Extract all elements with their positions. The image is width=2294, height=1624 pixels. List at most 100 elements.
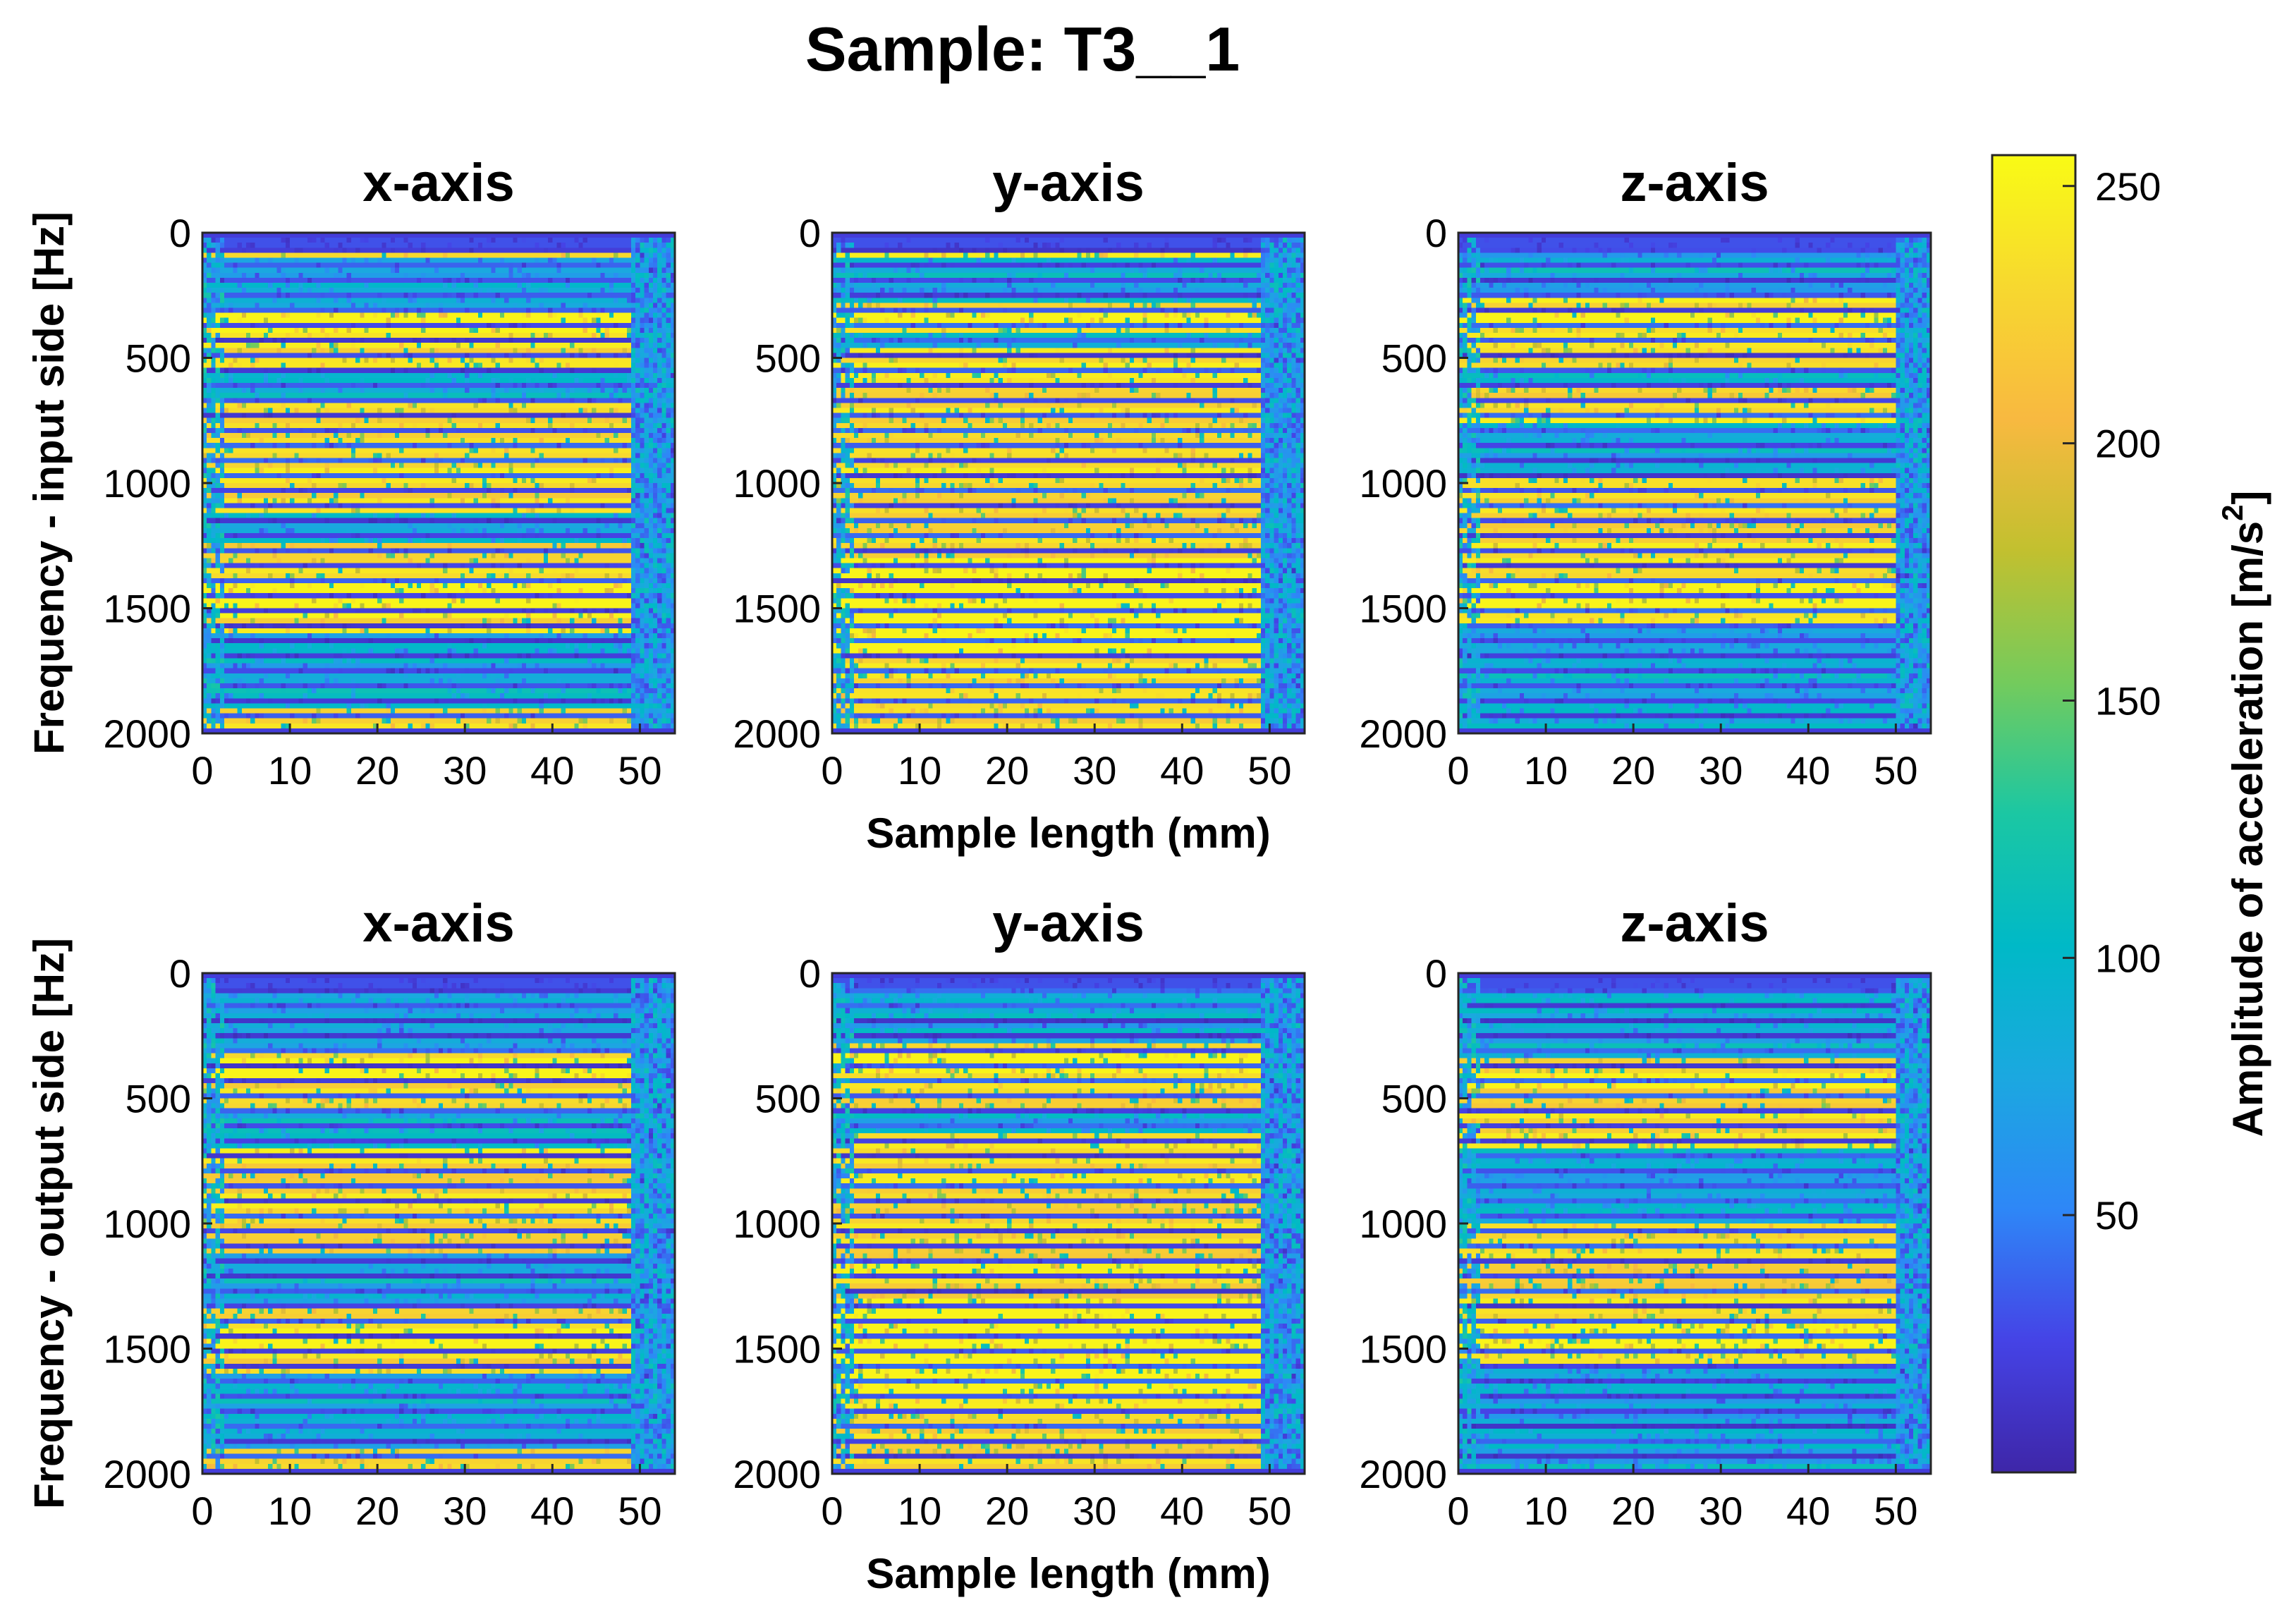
heatmap-image: [1458, 233, 1931, 733]
colorbar-label: Amplitude of acceleration [m/s2]: [2216, 491, 2271, 1137]
y-tick-label: 1500: [1359, 587, 1447, 631]
x-tick-label: 0: [821, 1489, 843, 1533]
x-tick-label: 50: [1247, 748, 1291, 793]
y-tick-label: 1000: [103, 1202, 191, 1246]
y-tick-label: 1500: [733, 587, 821, 631]
x-tick-label: 40: [530, 1489, 574, 1533]
panel-title: z-axis: [1620, 153, 1769, 213]
x-tick-label: 0: [191, 748, 213, 793]
heatmap-image: [832, 233, 1305, 733]
y-tick-label: 2000: [1359, 712, 1447, 756]
x-tick-label: 10: [898, 1489, 941, 1533]
x-tick-label: 30: [443, 1489, 487, 1533]
y-tick-label: 0: [169, 211, 191, 255]
y-tick-label: 500: [126, 336, 191, 381]
heatmap-image: [202, 233, 675, 733]
colorbar-tick-label: 200: [2095, 422, 2161, 466]
y-tick-label: 1500: [103, 1327, 191, 1372]
x-tick-label: 10: [1524, 748, 1568, 793]
x-tick-label: 40: [1160, 748, 1204, 793]
panel-title: z-axis: [1620, 893, 1769, 953]
x-tick-label: 0: [1447, 1489, 1469, 1533]
x-tick-label: 0: [191, 1489, 213, 1533]
y-tick-label: 1000: [103, 461, 191, 506]
y-axis-label: Frequency - output side [Hz]: [25, 938, 73, 1509]
x-tick-label: 10: [898, 748, 941, 793]
x-tick-label: 50: [1247, 1489, 1291, 1533]
panel-title: y-axis: [992, 153, 1145, 213]
y-axis-label: Frequency - input side [Hz]: [25, 212, 73, 755]
y-tick-label: 1500: [103, 587, 191, 631]
colorbar-tick-label: 150: [2095, 678, 2161, 723]
x-tick-label: 30: [1699, 1489, 1743, 1533]
x-tick-label: 50: [618, 748, 661, 793]
y-tick-label: 1500: [1359, 1327, 1447, 1372]
x-tick-label: 20: [1611, 748, 1655, 793]
y-tick-label: 2000: [103, 1452, 191, 1496]
panel-title: x-axis: [362, 893, 515, 953]
x-axis-label: Sample length (mm): [866, 810, 1270, 857]
y-tick-label: 500: [1381, 1077, 1447, 1121]
y-tick-label: 1500: [733, 1327, 821, 1372]
x-tick-label: 20: [355, 748, 399, 793]
heatmap-image: [832, 973, 1305, 1474]
y-tick-label: 0: [799, 951, 821, 996]
y-tick-label: 2000: [733, 1452, 821, 1496]
y-tick-label: 0: [1425, 951, 1447, 996]
axis-labels: Frequency - input side [Hz] Sample length…: [25, 212, 1271, 1597]
colorbar-gradient: [1991, 154, 2077, 1474]
y-tick-label: 500: [126, 1077, 191, 1121]
y-tick-label: 1000: [1359, 1202, 1447, 1246]
x-tick-label: 20: [1611, 1489, 1655, 1533]
y-tick-label: 2000: [733, 712, 821, 756]
y-tick-label: 500: [755, 1077, 821, 1121]
x-tick-label: 30: [1699, 748, 1743, 793]
y-tick-label: 500: [1381, 336, 1447, 381]
x-tick-label: 20: [985, 1489, 1029, 1533]
x-tick-label: 20: [985, 748, 1029, 793]
x-tick-label: 10: [1524, 1489, 1568, 1533]
y-tick-label: 2000: [103, 712, 191, 756]
y-tick-label: 0: [799, 211, 821, 255]
heatmap-image: [202, 973, 675, 1474]
colorbar: 50 100 150 200 250 Amplitude of acceleration …: [1991, 154, 2271, 1474]
x-tick-label: 30: [1073, 1489, 1116, 1533]
x-tick-label: 10: [268, 748, 312, 793]
y-tick-label: 0: [169, 951, 191, 996]
colorbar-tick-label: 50: [2095, 1193, 2139, 1238]
colorbar-label-close: ]: [2224, 491, 2271, 505]
y-tick-label: 500: [755, 336, 821, 381]
y-tick-label: 1000: [733, 461, 821, 506]
x-tick-label: 40: [1160, 1489, 1204, 1533]
figure-title: Sample: T3__1: [805, 14, 1240, 84]
x-tick-label: 10: [268, 1489, 312, 1533]
x-tick-label: 50: [1874, 748, 1917, 793]
x-tick-label: 40: [1786, 748, 1830, 793]
x-tick-label: 50: [1874, 1489, 1917, 1533]
y-tick-label: 1000: [1359, 461, 1447, 506]
x-tick-label: 0: [1447, 748, 1469, 793]
x-tick-label: 40: [530, 748, 574, 793]
heatmap-image: [1458, 973, 1931, 1474]
panel-title: y-axis: [992, 893, 1145, 953]
colorbar-label-sup: 2: [2216, 505, 2249, 521]
x-tick-label: 50: [618, 1489, 661, 1533]
x-tick-label: 0: [821, 748, 843, 793]
x-axis-label: Sample length (mm): [866, 1550, 1270, 1597]
panel-title: x-axis: [362, 153, 515, 213]
colorbar-label-text: Amplitude of acceleration [m/s: [2224, 521, 2271, 1137]
y-tick-label: 2000: [1359, 1452, 1447, 1496]
y-tick-label: 1000: [733, 1202, 821, 1246]
x-tick-label: 40: [1786, 1489, 1830, 1533]
colorbar-tick-label: 250: [2095, 164, 2161, 209]
y-tick-label: 0: [1425, 211, 1447, 255]
x-tick-label: 30: [1073, 748, 1116, 793]
